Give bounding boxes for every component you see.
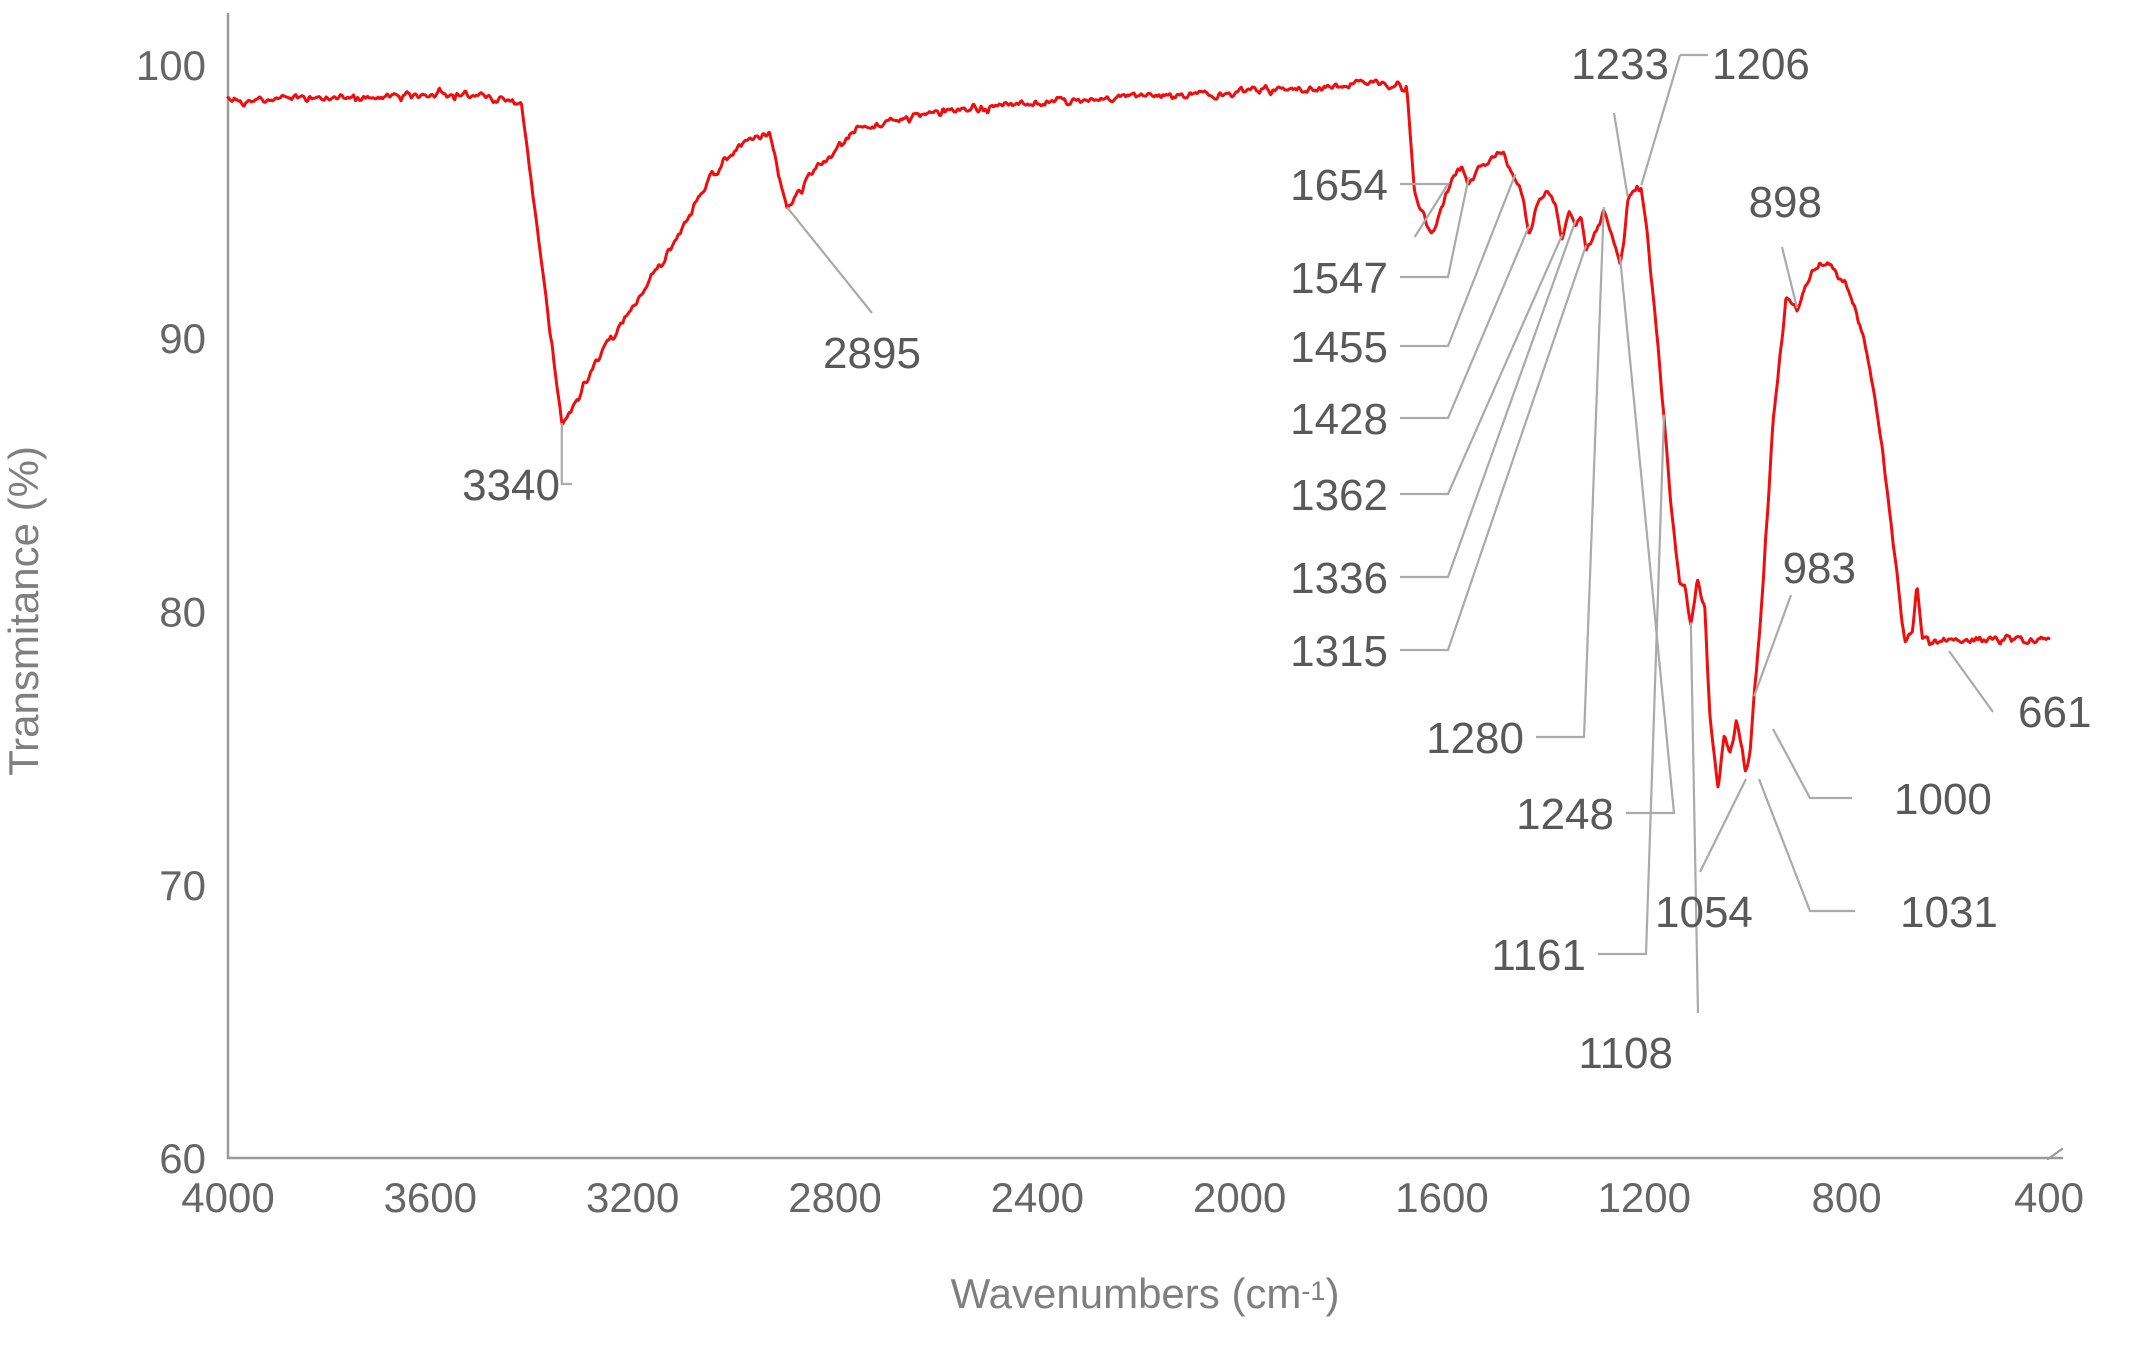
svg-text:800: 800 — [1812, 1174, 1882, 1221]
svg-text:100: 100 — [136, 42, 206, 89]
svg-text:1362: 1362 — [1290, 471, 1388, 520]
svg-text:1108: 1108 — [1578, 1029, 1673, 1078]
svg-text:1315: 1315 — [1290, 627, 1388, 676]
svg-text:1455: 1455 — [1290, 323, 1388, 372]
svg-text:1206: 1206 — [1712, 40, 1810, 89]
svg-text:1428: 1428 — [1290, 395, 1388, 444]
svg-text:1031: 1031 — [1900, 888, 1998, 937]
svg-text:1547: 1547 — [1290, 254, 1388, 303]
svg-text:1200: 1200 — [1598, 1174, 1691, 1221]
svg-text:2895: 2895 — [823, 329, 921, 378]
svg-text:Wavenumbers (cm-1): Wavenumbers (cm-1) — [951, 1270, 1340, 1317]
svg-text:80: 80 — [159, 589, 206, 636]
svg-text:1000: 1000 — [1894, 775, 1992, 824]
svg-text:1600: 1600 — [1395, 1174, 1488, 1221]
svg-text:90: 90 — [159, 315, 206, 362]
svg-text:4000: 4000 — [181, 1174, 274, 1221]
svg-text:2800: 2800 — [788, 1174, 881, 1221]
svg-text:3200: 3200 — [586, 1174, 679, 1221]
svg-text:400: 400 — [2014, 1174, 2084, 1221]
svg-text:3600: 3600 — [384, 1174, 477, 1221]
svg-text:1654: 1654 — [1290, 161, 1388, 210]
svg-text:1233: 1233 — [1571, 40, 1669, 89]
svg-text:661: 661 — [2018, 688, 2091, 737]
svg-text:70: 70 — [159, 862, 206, 909]
svg-text:3340: 3340 — [462, 461, 560, 510]
svg-text:983: 983 — [1783, 544, 1856, 593]
svg-text:1161: 1161 — [1491, 931, 1586, 980]
svg-text:Transmitance (%): Transmitance (%) — [0, 446, 47, 776]
svg-text:1248: 1248 — [1516, 790, 1614, 839]
svg-text:898: 898 — [1749, 178, 1822, 227]
svg-text:2000: 2000 — [1193, 1174, 1286, 1221]
svg-text:1280: 1280 — [1426, 714, 1524, 763]
svg-text:1054: 1054 — [1655, 888, 1753, 937]
svg-text:1336: 1336 — [1290, 554, 1388, 603]
svg-text:2400: 2400 — [991, 1174, 1084, 1221]
